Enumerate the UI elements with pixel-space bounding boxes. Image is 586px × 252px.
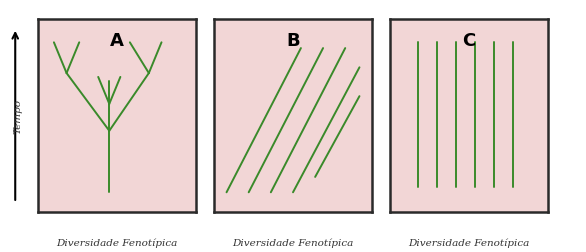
Text: Tempo: Tempo [13, 99, 22, 133]
Text: A: A [110, 32, 124, 50]
Text: B: B [286, 32, 300, 50]
Text: Diversidade Fenotípica: Diversidade Fenotípica [408, 237, 529, 247]
Text: C: C [462, 32, 475, 50]
Text: Diversidade Fenotípica: Diversidade Fenotípica [233, 237, 353, 247]
Text: Diversidade Fenotípica: Diversidade Fenotípica [57, 237, 178, 247]
